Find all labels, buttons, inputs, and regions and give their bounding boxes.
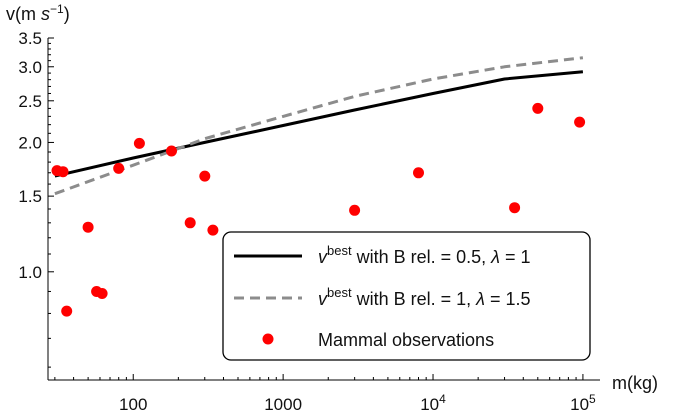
data-point (532, 102, 544, 114)
legend: vbest with B rel. = 0.5, λ = 1 vbest wit… (222, 231, 591, 361)
series-line-dashed (54, 56, 584, 196)
legend-marker-observation (262, 333, 274, 345)
data-point (199, 170, 211, 182)
data-point (349, 204, 361, 216)
data-point (574, 116, 586, 128)
data-point (133, 137, 145, 149)
x-tick-label: 100 (119, 395, 147, 414)
y-tick-label: 2.0 (18, 133, 42, 152)
data-point (82, 221, 94, 233)
x-tick-label: 1000 (264, 395, 302, 414)
data-point (113, 162, 125, 174)
data-point (413, 167, 424, 179)
y-tick-label: 2.5 (18, 92, 42, 111)
series-lines (54, 56, 584, 196)
x-tick-label: 105 (570, 392, 596, 414)
data-point (57, 166, 69, 178)
y-tick-label: 3.0 (18, 58, 42, 77)
x-tick-label: 104 (420, 392, 446, 414)
legend-box (222, 231, 591, 361)
data-points (51, 102, 586, 317)
data-point (61, 305, 73, 317)
y-tick-label: 3.5 (18, 29, 42, 48)
data-point (96, 288, 108, 299)
y-tick-label: 1.5 (18, 187, 42, 206)
data-point (509, 202, 521, 214)
axes: 100 1000 104 105 1.0 1.5 2.0 2.5 3.0 3.5 (18, 29, 600, 414)
legend-entry-1: vbest with B rel. = 0.5, λ = 1 (318, 243, 531, 267)
y-axis-label: v(m s−1) (6, 2, 70, 24)
data-point (184, 217, 196, 229)
data-point (166, 145, 177, 157)
legend-entry-2: vbest with B rel. = 1, λ = 1.5 (318, 285, 531, 309)
series-line-solid (54, 70, 584, 178)
y-tick-label: 1.0 (18, 263, 42, 282)
data-point (207, 224, 219, 236)
x-axis-label: m(kg) (612, 373, 658, 393)
legend-entry-3: Mammal observations (318, 330, 494, 350)
